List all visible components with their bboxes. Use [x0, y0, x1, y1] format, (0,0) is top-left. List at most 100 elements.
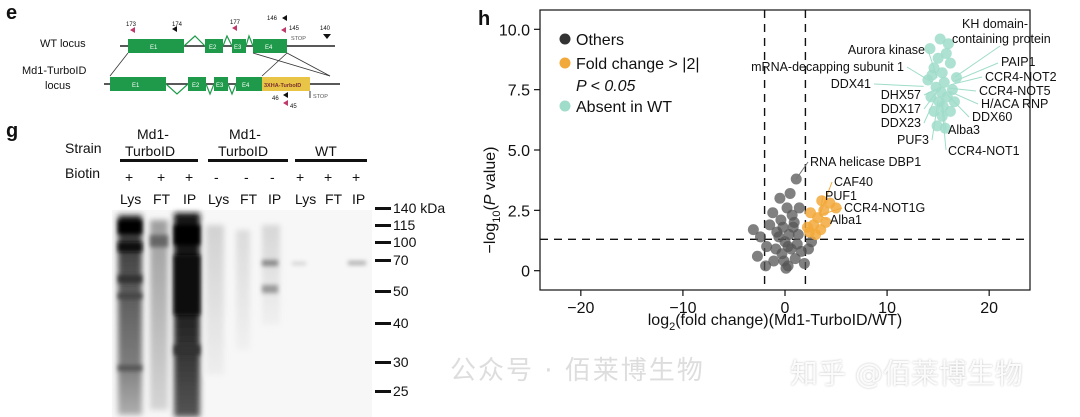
leader-line: [941, 102, 947, 151]
point-others: [778, 255, 790, 267]
point-absent-wt: [932, 52, 944, 64]
legend-label-fold-change: Fold change > |2|: [576, 56, 700, 73]
point-others: [793, 202, 805, 214]
wt-locus-label: WT locus: [40, 38, 86, 50]
primer-46-icon: [283, 92, 288, 98]
primer-145-icon: [281, 27, 286, 33]
md1-exon-1-label: E1: [132, 83, 140, 89]
biotin-sign-3: +: [185, 169, 193, 185]
annotation-caf40: CAF40: [834, 175, 873, 189]
annotation-rna-helicase-dbp1: RNA helicase DBP1: [810, 155, 921, 169]
marker-140: 140: [320, 26, 331, 32]
group-3-bar: [295, 159, 367, 162]
mw-label-140: 140 kDa: [393, 200, 445, 216]
point-absent-wt: [926, 69, 938, 81]
x-tick-label: −20: [567, 300, 594, 317]
marker-145: 145: [289, 26, 300, 32]
stop-label-wt: STOP: [291, 36, 306, 42]
primer-174-icon: [172, 26, 177, 32]
annotation-kh-domain-1: KH domain-: [962, 17, 1028, 31]
point-fold-change: [815, 224, 827, 236]
point-others: [791, 238, 803, 250]
leader-line: [819, 207, 843, 216]
md1-locus-label-1: Md1-TurboID: [22, 65, 86, 77]
md1-exon-2: [188, 77, 206, 91]
biotin-sign-5: -: [244, 169, 249, 185]
mw-label-115: 115: [393, 217, 416, 233]
primer-140-icon: [323, 34, 331, 39]
md1-exon-4-label: E4: [242, 83, 250, 89]
legend-marker-fold-change: [559, 57, 571, 69]
point-others: [770, 243, 782, 255]
annotation-aurora-kinase: Aurora kinase: [848, 43, 925, 57]
annotation-puf1: PUF1: [825, 189, 857, 203]
x-axis-ticks: −20 −10 0 10 20: [567, 290, 998, 317]
annotation-ccr4-not5: CCR4-NOT5: [979, 84, 1051, 98]
marker-174: 174: [172, 22, 183, 28]
marker-177: 177: [230, 20, 241, 26]
volcano-plot: −log10(P value) log2(fold change)(Md1-Tu…: [482, 9, 1057, 333]
western-blot-panel: Strain Biotin Md1- TurboID Md1- TurboID …: [65, 126, 445, 417]
legend-label-absent-wt: Absent in WT: [576, 99, 672, 116]
x-tick-label: 0: [781, 300, 790, 317]
biotin-sign-7: +: [296, 169, 304, 185]
point-others: [786, 209, 798, 221]
point-absent-wt: [934, 33, 946, 45]
point-others: [767, 207, 779, 219]
wt-intron-2: [222, 34, 233, 47]
primer-173-icon: [130, 27, 135, 33]
md1-intron-3: [227, 83, 237, 96]
md1-intron-2: [205, 83, 215, 96]
lane-label-4: Lys: [208, 191, 229, 207]
md1-intron-1: [165, 83, 189, 95]
y-tick-label: 0: [521, 264, 530, 281]
strain-label: Strain: [65, 140, 102, 156]
leader-line: [873, 83, 924, 87]
md1-locus-label-2: locus: [45, 80, 71, 92]
biotin-sign-4: -: [214, 169, 219, 185]
mw-label-25: 25: [393, 383, 409, 399]
homology-line-1: [109, 52, 129, 77]
mw-marker-ladder: [375, 207, 391, 393]
lane-label-6: IP: [268, 191, 281, 207]
leader-line: [923, 95, 937, 124]
leader-line: [923, 88, 937, 96]
annotation-dhx57: DHX57: [881, 88, 921, 102]
group-2-label-line2: TurboID: [218, 143, 268, 159]
biotin-sign-8: +: [324, 169, 332, 185]
point-fold-change: [830, 202, 842, 214]
group-1-label-line2: TurboID: [125, 143, 175, 159]
annotation-paip1: PAIP1: [1001, 55, 1036, 69]
leader-line: [927, 49, 938, 79]
leader-line: [819, 181, 833, 216]
watermark-zhihu: 知乎 @佰莱博生物: [790, 357, 1023, 390]
annotation-puf3: PUF3: [897, 133, 929, 147]
biotin-sign-6: -: [270, 169, 275, 185]
x-tick-label: 10: [878, 300, 896, 317]
point-absent-wt: [942, 38, 954, 50]
lane-label-8: FT: [325, 191, 343, 207]
point-others: [755, 231, 766, 243]
md1-exon-1: [110, 77, 166, 91]
annotation-alba3: Alba3: [948, 123, 980, 137]
group-2-bar: [208, 159, 288, 162]
point-absent-wt: [940, 47, 952, 59]
annotation-mrna-decapping: mRNA-decapping subunit 1: [751, 60, 904, 74]
point-absent-wt: [924, 43, 936, 55]
point-others: [777, 221, 789, 233]
point-others: [789, 253, 801, 265]
biotin-sign-2: +: [157, 169, 165, 185]
point-others: [751, 250, 763, 262]
md1-exon-4: [236, 77, 262, 91]
y-tick-label: 5.0: [508, 143, 530, 160]
leader-line: [949, 87, 977, 92]
point-others: [773, 231, 785, 243]
lane-label-7: Lys: [295, 191, 316, 207]
wt-exon-4-label: E4: [265, 45, 273, 51]
wt-exon-3: [232, 39, 246, 53]
panel-letter-e: e: [6, 2, 18, 24]
lane-label-3: IP: [183, 191, 196, 207]
point-absent-wt: [944, 57, 956, 69]
biotin-sign-9: +: [352, 169, 360, 185]
primer-177-icon: [232, 25, 237, 31]
